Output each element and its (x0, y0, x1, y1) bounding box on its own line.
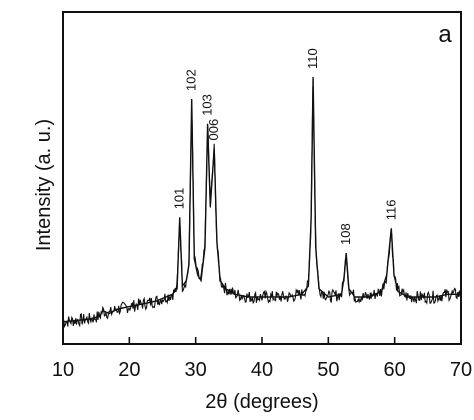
peak-label-116: 116 (383, 200, 398, 221)
peak-label-101: 101 (172, 188, 187, 210)
x-axis-title: 2θ (degrees) (205, 391, 318, 413)
panel-label: a (438, 21, 452, 48)
xrd-pattern-line (62, 76, 461, 323)
peak-label-006: 006 (206, 119, 221, 141)
x-tick-label-70: 70 (450, 359, 472, 381)
peak-label-110: 110 (305, 48, 320, 69)
x-tick-label-50: 50 (317, 359, 339, 381)
peak-label-102: 102 (184, 69, 199, 91)
pattern-noise-layer (62, 86, 462, 329)
x-tick-label-10: 10 (52, 359, 74, 381)
peak-label-108: 108 (338, 223, 353, 245)
x-tick-label-30: 30 (185, 359, 207, 381)
peak-label-103: 103 (200, 94, 215, 116)
pattern-noise-trace (62, 86, 462, 329)
x-tick-label-40: 40 (251, 359, 273, 381)
x-tick-label-60: 60 (384, 359, 406, 381)
x-tick-label-20: 20 (118, 359, 140, 381)
y-axis-title: Intensity (a. u.) (33, 119, 55, 251)
x-axis-ticks: 10 20 30 40 50 60 70 (52, 337, 472, 381)
